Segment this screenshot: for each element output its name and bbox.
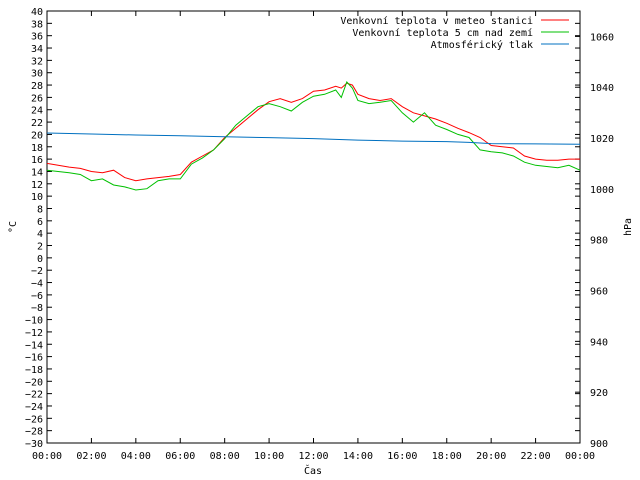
y-tick-label: 14 [31,167,43,178]
y-tick-label: 38 [31,19,43,30]
legend-label: Venkovní teplota v meteo stanici [340,15,533,27]
y-axis-left: −30−28−26−24−22−20−18−16−14−12−10−8−6−4−… [25,7,580,450]
y-tick-label: −14 [25,340,43,351]
y-tick-label: −18 [25,365,43,376]
y-tick-label: −12 [25,328,43,339]
y-tick-label: −24 [25,402,43,413]
y-tick-label: 12 [31,180,43,191]
y-tick-label: 0 [37,254,43,265]
y-tick-label: 22 [31,118,43,129]
y-tick-label: −8 [31,303,43,314]
y-tick-label: 10 [31,192,43,203]
y-tick-label: −20 [25,377,43,388]
x-tick-label: 08:00 [210,451,240,462]
x-tick-label: 22:00 [521,451,551,462]
y-tick-label: −22 [25,390,43,401]
x-tick-label: 00:00 [32,451,62,462]
y2-tick-label: 1000 [590,185,614,196]
plot-frame [46,10,581,444]
y-axis-right: 900 920 940 960 980 1000 1020 1040 1060 [575,32,614,450]
y-tick-label: −2 [31,266,43,277]
x-axis-label: Čas [304,464,322,477]
y-tick-label: 36 [31,32,43,43]
y-tick-label: 40 [31,7,43,18]
y-tick-label: 28 [31,81,43,92]
y-tick-label: 24 [31,106,43,117]
y2-tick-label: 920 [590,388,608,399]
y-tick-label: −10 [25,316,43,327]
y2-tick-label: 1040 [590,83,614,94]
legend-label: Atmosférický tlak [431,39,533,51]
y-tick-label: −26 [25,414,43,425]
y-tick-label: 32 [31,56,43,67]
x-tick-label: 02:00 [76,451,106,462]
x-tick-label: 04:00 [121,451,151,462]
y2-axis-label: hPa [623,218,634,236]
y-tick-label: −30 [25,439,43,450]
x-tick-label: 20:00 [476,451,506,462]
x-tick-label: 16:00 [387,451,417,462]
y-tick-label: 16 [31,155,43,166]
y-tick-label: 18 [31,143,43,154]
y2-tick-label: 900 [590,439,608,450]
y-tick-label: 20 [31,130,43,141]
y2-tick-label: 960 [590,287,608,298]
y-tick-label: −6 [31,291,43,302]
x-tick-label: 18:00 [432,451,462,462]
y-tick-label: 30 [31,69,43,80]
x-tick-label: 10:00 [254,451,284,462]
legend: Venkovní teplota v meteo staniciVenkovní… [340,15,569,51]
y-tick-label: −16 [25,353,43,364]
x-tick-label: 00:00 [565,451,595,462]
y2-tick-label: 940 [590,337,608,348]
y2-tick-label: 980 [590,236,608,247]
y-tick-label: 6 [37,217,43,228]
x-tick-label: 12:00 [298,451,328,462]
series-layer [46,81,581,191]
series-line-1 [46,82,580,182]
y-tick-label: 4 [37,229,43,240]
y-axis-label: °C [8,221,19,233]
y-tick-label: −28 [25,427,43,438]
y-tick-label: 34 [31,44,43,55]
x-tick-label: 06:00 [165,451,195,462]
series-line-2 [46,81,581,191]
x-axis: 00:00 02:00 04:00 06:00 08:00 10:00 12:00 14:00… [32,11,595,462]
y-tick-label: −4 [31,279,43,290]
y2-tick-label: 1060 [590,32,614,43]
x-tick-label: 14:00 [343,451,373,462]
y-tick-label: 2 [37,242,43,253]
y-tick-label: 8 [37,204,43,215]
series-line-3 [46,132,581,145]
legend-label: Venkovní teplota 5 cm nad zemí [352,27,533,39]
y2-tick-label: 1020 [590,134,614,145]
y-tick-label: 26 [31,93,43,104]
